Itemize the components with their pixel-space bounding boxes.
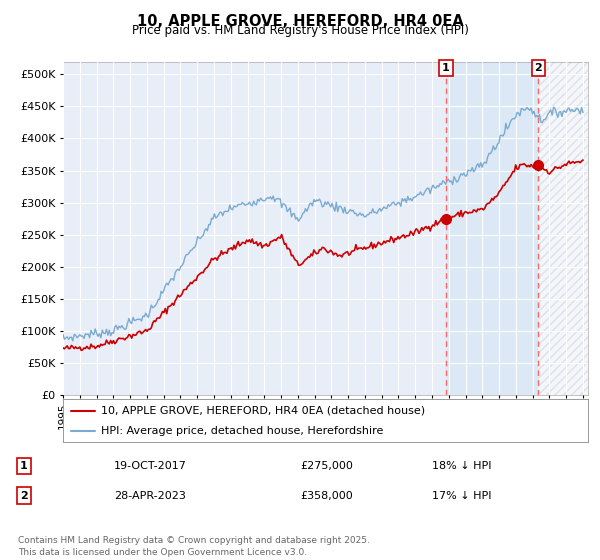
Text: 19-OCT-2017: 19-OCT-2017: [114, 461, 187, 471]
Text: 2: 2: [20, 491, 28, 501]
Text: 10, APPLE GROVE, HEREFORD, HR4 0EA: 10, APPLE GROVE, HEREFORD, HR4 0EA: [137, 14, 463, 29]
Text: 18% ↓ HPI: 18% ↓ HPI: [432, 461, 491, 471]
Bar: [446, 62, 538, 395]
Text: 2: 2: [535, 63, 542, 73]
Text: Price paid vs. HM Land Registry's House Price Index (HPI): Price paid vs. HM Land Registry's House …: [131, 24, 469, 36]
Text: 17% ↓ HPI: 17% ↓ HPI: [432, 491, 491, 501]
Text: HPI: Average price, detached house, Herefordshire: HPI: Average price, detached house, Here…: [101, 427, 383, 436]
Text: £275,000: £275,000: [300, 461, 353, 471]
Text: Contains HM Land Registry data © Crown copyright and database right 2025.
This d: Contains HM Land Registry data © Crown c…: [18, 536, 370, 557]
Text: 1: 1: [442, 63, 450, 73]
Text: 28-APR-2023: 28-APR-2023: [114, 491, 186, 501]
Text: 1: 1: [20, 461, 28, 471]
Text: 10, APPLE GROVE, HEREFORD, HR4 0EA (detached house): 10, APPLE GROVE, HEREFORD, HR4 0EA (deta…: [101, 406, 425, 416]
Bar: [538, 62, 592, 395]
Text: £358,000: £358,000: [300, 491, 353, 501]
